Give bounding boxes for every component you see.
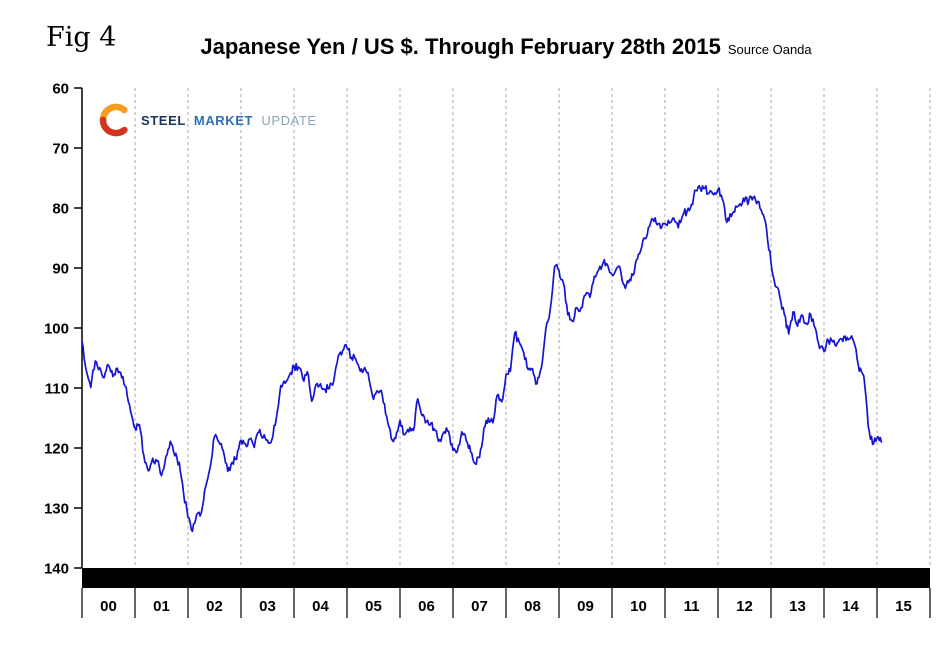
exchange-rate-line [81,184,883,533]
x-tick-label: 10 [630,598,647,615]
bottom-axis-bar [82,568,930,588]
x-tick-label: 08 [524,598,541,615]
steel-market-update-logo: STEEL MARKET UPDATE [98,102,317,138]
x-tick-label: 04 [312,598,329,615]
logo-word-update: UPDATE [261,112,317,128]
chart-title: Japanese Yen / US $. Through February 28… [200,34,721,59]
x-tick-label: 12 [736,598,753,615]
x-tick-label: 14 [842,598,859,615]
chart-header: Japanese Yen / US $. Through February 28… [82,34,930,60]
x-tick-label: 09 [577,598,594,615]
y-tick-label: 90 [52,261,69,278]
logo-arc-icon [99,103,128,137]
logo-arc-top [99,103,128,124]
x-tick-label: 02 [206,598,223,615]
source-label: Source Oanda [727,42,812,57]
x-tick-label: 11 [684,598,700,615]
y-tick-label: 140 [44,561,69,578]
logo-wordmark: STEEL MARKET UPDATE [141,113,317,128]
x-tick-label: 06 [418,598,435,615]
x-tick-label: 07 [471,598,488,615]
y-tick-label: 110 [45,381,69,398]
x-tick-label: 05 [365,598,382,615]
logo-word-steel: STEEL [141,112,186,128]
x-tick-label: 01 [153,598,170,615]
y-tick-label: 70 [52,141,69,158]
y-tick-label: 60 [52,81,69,98]
x-tick-label: 13 [789,598,806,615]
x-tick-label: 00 [100,598,117,615]
logo-word-market: MARKET [193,112,254,128]
logo-arc-bottom [99,116,128,137]
y-tick-label: 80 [52,201,69,218]
figure-number: Fig 4 [46,22,117,53]
x-tick-label: 15 [895,598,912,615]
x-tick-label: 03 [259,598,276,615]
y-tick-label: 130 [44,501,69,518]
y-tick-label: 100 [44,321,69,338]
y-tick-label: 120 [44,441,69,458]
